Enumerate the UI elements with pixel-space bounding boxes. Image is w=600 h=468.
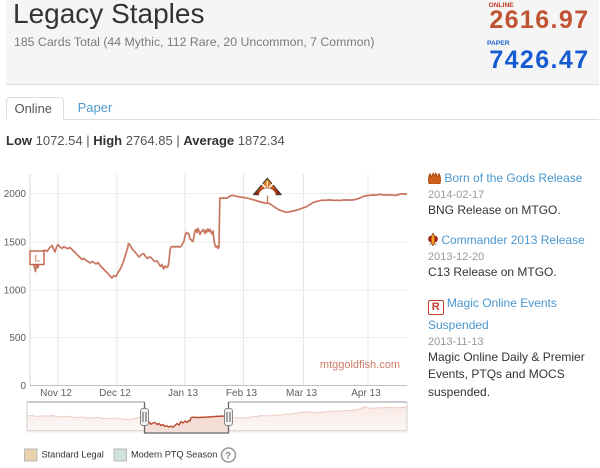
svg-text:Apr 13: Apr 13 [351, 388, 381, 399]
svg-text:0: 0 [20, 381, 26, 392]
svg-text:1000: 1000 [4, 286, 27, 297]
svg-text:L: L [34, 254, 40, 264]
svg-text:?: ? [225, 451, 231, 462]
svg-text:Modern PTQ Season: Modern PTQ Season [131, 450, 217, 460]
svg-text:500: 500 [9, 333, 26, 344]
svg-text:Nov 12: Nov 12 [40, 388, 72, 399]
svg-text:1500: 1500 [4, 238, 27, 249]
svg-text:Jan 13: Jan 13 [168, 388, 198, 399]
svg-text:Dec 12: Dec 12 [99, 388, 131, 399]
svg-text:Standard Legal: Standard Legal [42, 450, 104, 460]
svg-text:2000: 2000 [4, 189, 27, 200]
svg-text:Feb 13: Feb 13 [226, 388, 258, 399]
svg-text:Mar 13: Mar 13 [286, 388, 318, 399]
svg-text:mtggoldfish.com: mtggoldfish.com [320, 359, 400, 371]
